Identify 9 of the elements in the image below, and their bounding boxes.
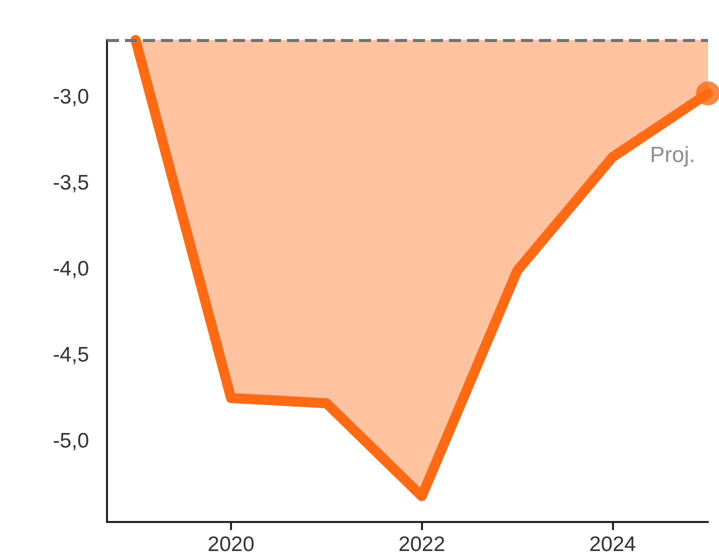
x-tick-label: 2020 — [208, 533, 254, 556]
x-tick-label: 2024 — [589, 533, 636, 556]
x-tick-label: 2022 — [398, 533, 446, 556]
y-tick-label: -4,0 — [52, 257, 89, 280]
y-tick-label: -3,5 — [52, 171, 89, 194]
y-tick-label: -5,0 — [52, 430, 89, 453]
y-tick-label: -4,5 — [52, 344, 89, 367]
annotation: Proj. — [650, 142, 696, 167]
y-tick-label: -3,0 — [52, 85, 89, 108]
